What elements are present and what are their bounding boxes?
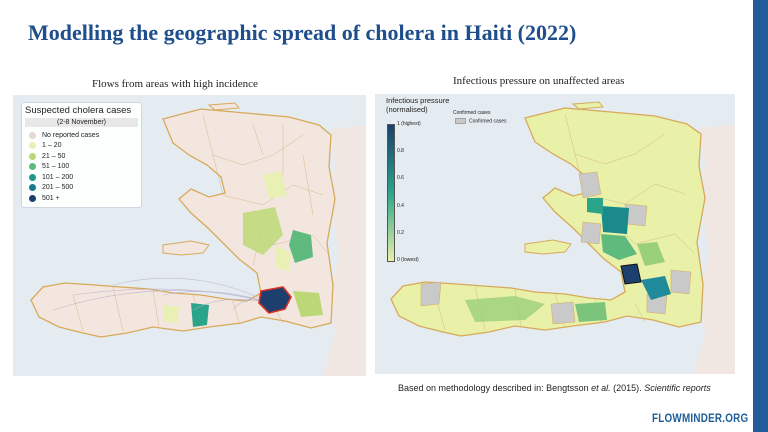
area-1-20-b (275, 245, 291, 271)
cases-legend-item: 51 – 100 (25, 162, 138, 173)
colorbar-tick-label: 0.8 (397, 148, 404, 155)
right-panel-title: Infectious pressure on unaffected areas (453, 75, 625, 87)
flowminder-logo[interactable]: FLOWMINDER.ORG (652, 411, 749, 425)
gonave-island (162, 240, 210, 256)
cases-legend-item: 501 + (25, 193, 138, 204)
left-map (13, 95, 366, 376)
footnote-year: (2015). (610, 383, 645, 393)
colorbar-tick-label: 0 (lowest) (397, 257, 419, 263)
pressure-low-centre (637, 242, 665, 266)
haiti-shape (30, 108, 336, 338)
cases-legend-items: No reported cases 1 – 20 21 – 50 51 – 100 10… (25, 130, 138, 204)
tortuga-island (207, 102, 240, 111)
legend-dot-icon (29, 184, 36, 192)
pressure-mid-centre (601, 234, 637, 260)
cases-legend-label: 1 – 20 (42, 142, 62, 150)
colorbar-tick-label: 0.6 (397, 175, 404, 182)
outbreak-epicentre (258, 286, 292, 314)
cases-legend-subtitle: (2-8 November) (25, 118, 138, 127)
cases-legend-item: 201 – 500 (25, 183, 138, 194)
cases-legend-item: 21 – 50 (25, 151, 138, 162)
left-panel-title: Flows from areas with high incidence (92, 78, 258, 90)
pressure-high-east (641, 276, 671, 300)
colorbar-tick-label: 1 (highest) (397, 121, 421, 127)
cases-legend-label: 51 – 100 (42, 163, 70, 171)
area-1-20-c (163, 305, 179, 323)
colorbar-tick-label: 0.2 (397, 229, 404, 236)
area-21-50-b (293, 291, 323, 317)
flow-lines (52, 277, 272, 311)
methodology-footnote: Based on methodology described in: Bengt… (398, 383, 711, 393)
footnote-et-al: et al. (591, 383, 611, 393)
confirmed-case-areas (420, 171, 692, 325)
tortuga-island-right (571, 101, 604, 110)
cases-legend-title: Suspected cholera cases (25, 105, 132, 116)
confirmed-legend-label: Confirmed cases (469, 118, 507, 125)
area-21-50 (243, 207, 283, 255)
pressure-highest (620, 263, 642, 285)
cases-legend-label: 101 – 200 (42, 173, 74, 181)
legend-dot-icon (29, 152, 36, 160)
cases-legend: Suspected cholera cases (2-8 November) N… (21, 102, 142, 208)
pressure-mid-north (587, 198, 603, 214)
footnote-prefix: Based on methodology described in: Bengt… (398, 383, 592, 393)
cases-legend-item: No reported cases (25, 130, 138, 141)
dominican-republic-shape (323, 125, 366, 376)
confirmed-legend-title: Confirmed cases (453, 110, 491, 116)
right-map (375, 94, 735, 374)
pressure-south-east (575, 302, 607, 322)
slide-title: Modelling the geographic spread of chole… (28, 20, 577, 45)
pressure-colorbar (387, 124, 395, 262)
brand-sidebar (753, 0, 768, 432)
area-1-20 (263, 171, 287, 199)
confirmed-swatch (455, 118, 466, 124)
footnote-journal: Scientific reports (644, 383, 711, 393)
gonave-island-right (524, 239, 572, 255)
legend-dot-icon (29, 163, 36, 171)
cases-legend-label: No reported cases (42, 131, 100, 139)
legend-dot-icon (29, 173, 36, 181)
area-51-100 (289, 230, 313, 263)
pressure-south (465, 296, 545, 322)
pressure-legend-title-line1: Infectious pressure (386, 96, 450, 105)
legend-dot-icon (29, 131, 36, 139)
colorbar-tick-label: 0.4 (397, 202, 404, 209)
cases-legend-item: 1 – 20 (25, 141, 138, 152)
pressure-legend-title: Infectious pressure (normalised) (386, 96, 449, 114)
legend-dot-icon (29, 194, 36, 202)
cases-legend-label: 21 – 50 (42, 152, 66, 160)
area-101-200 (191, 303, 209, 327)
pressure-high-north (601, 206, 629, 234)
cases-legend-item: 101 – 200 (25, 172, 138, 183)
legend-dot-icon (29, 142, 36, 150)
confirmed-legend-entry: Confirmed cases (455, 118, 507, 124)
cases-legend-label: 501 + (42, 194, 60, 202)
cases-legend-label: 201 – 500 (42, 184, 74, 192)
pressure-legend-title-line2: (normalised) (386, 105, 428, 114)
